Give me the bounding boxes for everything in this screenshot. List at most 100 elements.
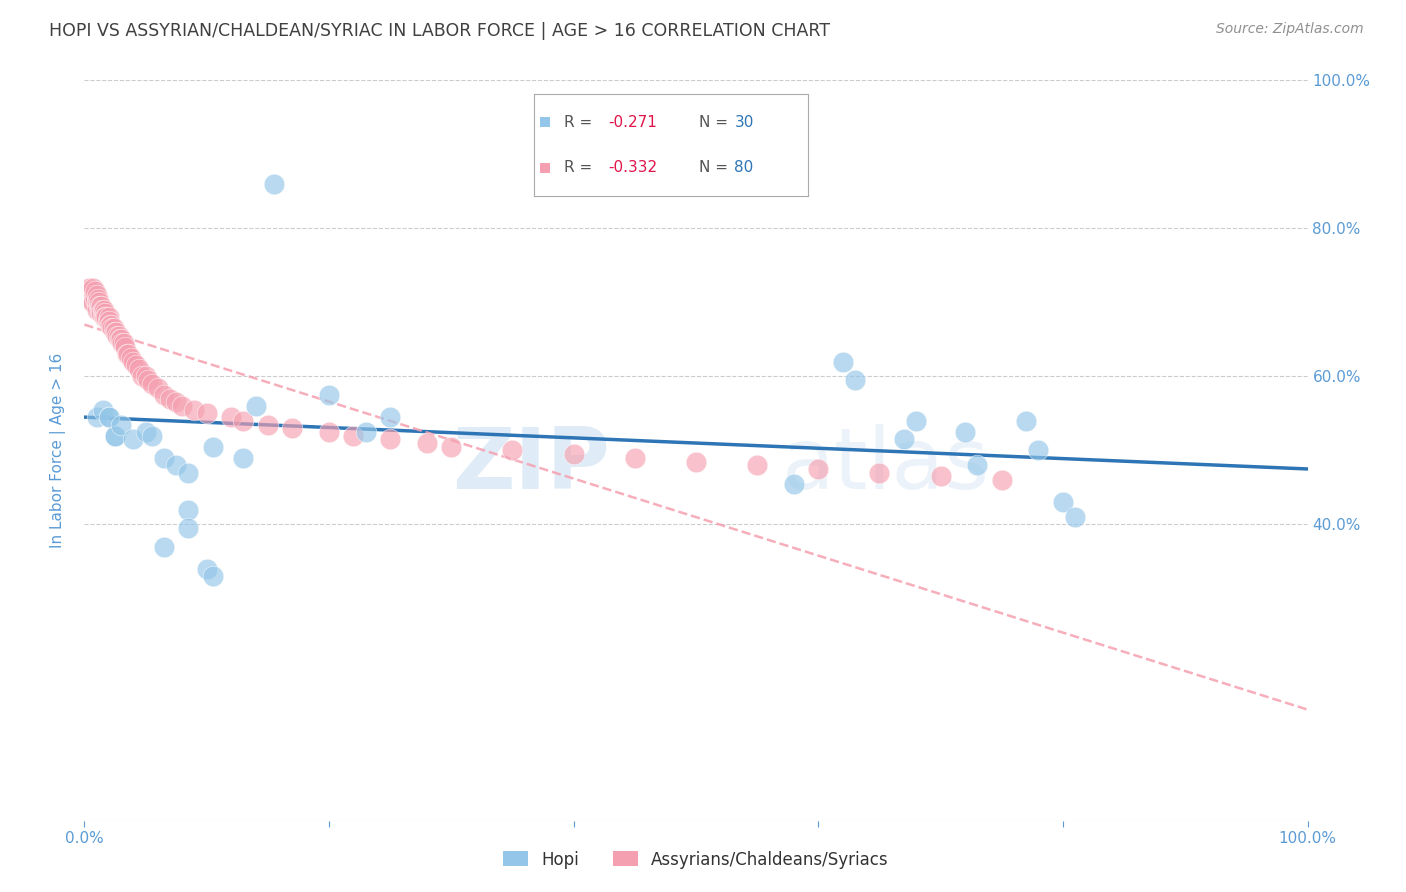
Point bbox=[354, 425, 377, 439]
Point bbox=[103, 321, 125, 335]
Legend: Hopi, Assyrians/Chaldeans/Syriacs: Hopi, Assyrians/Chaldeans/Syriacs bbox=[496, 844, 896, 875]
Point bbox=[380, 433, 402, 447]
Point bbox=[201, 440, 224, 454]
Point bbox=[219, 410, 242, 425]
Point bbox=[97, 410, 120, 425]
Point bbox=[98, 318, 121, 332]
Point bbox=[96, 310, 118, 325]
Point bbox=[108, 332, 131, 346]
Point bbox=[87, 299, 110, 313]
Text: ZIP: ZIP bbox=[453, 424, 610, 507]
Point bbox=[104, 325, 127, 339]
Point bbox=[86, 295, 108, 310]
Point bbox=[105, 325, 128, 339]
Point bbox=[136, 373, 159, 387]
Text: 30: 30 bbox=[734, 115, 754, 130]
Point bbox=[97, 310, 120, 325]
Point bbox=[534, 161, 557, 175]
Text: R =: R = bbox=[564, 115, 598, 130]
Point bbox=[159, 392, 181, 406]
Point bbox=[953, 425, 976, 439]
Point bbox=[195, 562, 218, 576]
Point bbox=[114, 340, 136, 354]
Point bbox=[86, 302, 108, 317]
Point bbox=[110, 332, 132, 346]
Point bbox=[165, 395, 187, 409]
Point bbox=[177, 502, 200, 516]
Point bbox=[87, 295, 110, 310]
Point bbox=[80, 295, 103, 310]
Point bbox=[502, 443, 524, 458]
Point bbox=[122, 354, 145, 368]
Point bbox=[1052, 495, 1074, 509]
Point bbox=[153, 450, 176, 465]
Point bbox=[624, 450, 647, 465]
Point bbox=[1028, 443, 1050, 458]
Point bbox=[97, 314, 120, 328]
Point bbox=[869, 466, 891, 480]
Point bbox=[195, 407, 218, 421]
Point bbox=[245, 399, 267, 413]
Text: Source: ZipAtlas.com: Source: ZipAtlas.com bbox=[1216, 22, 1364, 37]
Point bbox=[90, 306, 112, 320]
Point bbox=[87, 292, 110, 306]
Point bbox=[131, 369, 153, 384]
Point bbox=[141, 376, 163, 391]
Point bbox=[93, 302, 115, 317]
Point bbox=[120, 351, 142, 365]
Point bbox=[79, 285, 101, 299]
Point bbox=[177, 466, 200, 480]
Point bbox=[966, 458, 988, 473]
Point bbox=[112, 336, 135, 351]
Point bbox=[165, 458, 187, 473]
Point bbox=[84, 285, 107, 299]
Point bbox=[807, 462, 830, 476]
Point bbox=[929, 469, 952, 483]
Point bbox=[281, 421, 304, 435]
Point bbox=[201, 569, 224, 583]
Point bbox=[89, 299, 111, 313]
Point bbox=[86, 295, 108, 310]
Point bbox=[101, 321, 124, 335]
Point bbox=[440, 440, 463, 454]
Point bbox=[342, 428, 364, 442]
Point bbox=[177, 521, 200, 535]
Point bbox=[91, 302, 114, 317]
Point bbox=[115, 347, 138, 361]
Text: N =: N = bbox=[699, 115, 733, 130]
Y-axis label: In Labor Force | Age > 16: In Labor Force | Age > 16 bbox=[49, 353, 66, 548]
Point bbox=[135, 369, 157, 384]
Point bbox=[94, 310, 117, 325]
Point bbox=[141, 428, 163, 442]
Point bbox=[747, 458, 769, 473]
Point bbox=[562, 447, 585, 461]
Point bbox=[318, 425, 340, 439]
Point bbox=[84, 292, 107, 306]
Text: -0.332: -0.332 bbox=[609, 160, 658, 175]
Point bbox=[318, 388, 340, 402]
Point bbox=[831, 354, 853, 368]
Point bbox=[534, 115, 557, 129]
Point bbox=[93, 310, 115, 325]
Point bbox=[111, 336, 134, 351]
Point bbox=[783, 476, 806, 491]
Text: 80: 80 bbox=[734, 160, 754, 175]
Point bbox=[893, 433, 915, 447]
Point bbox=[135, 425, 157, 439]
Point bbox=[91, 402, 114, 417]
Point bbox=[86, 410, 108, 425]
Point bbox=[94, 306, 117, 320]
Point bbox=[100, 318, 122, 332]
Text: atlas: atlas bbox=[782, 424, 990, 507]
Point bbox=[844, 373, 866, 387]
Point bbox=[263, 177, 285, 191]
Point bbox=[97, 314, 120, 328]
Text: HOPI VS ASSYRIAN/CHALDEAN/SYRIAC IN LABOR FORCE | AGE > 16 CORRELATION CHART: HOPI VS ASSYRIAN/CHALDEAN/SYRIAC IN LABO… bbox=[49, 22, 830, 40]
Point bbox=[257, 417, 280, 432]
Point bbox=[76, 285, 98, 299]
Point bbox=[83, 288, 105, 302]
Point bbox=[86, 288, 108, 302]
Point bbox=[128, 362, 150, 376]
Point bbox=[380, 410, 402, 425]
Point bbox=[77, 280, 100, 294]
